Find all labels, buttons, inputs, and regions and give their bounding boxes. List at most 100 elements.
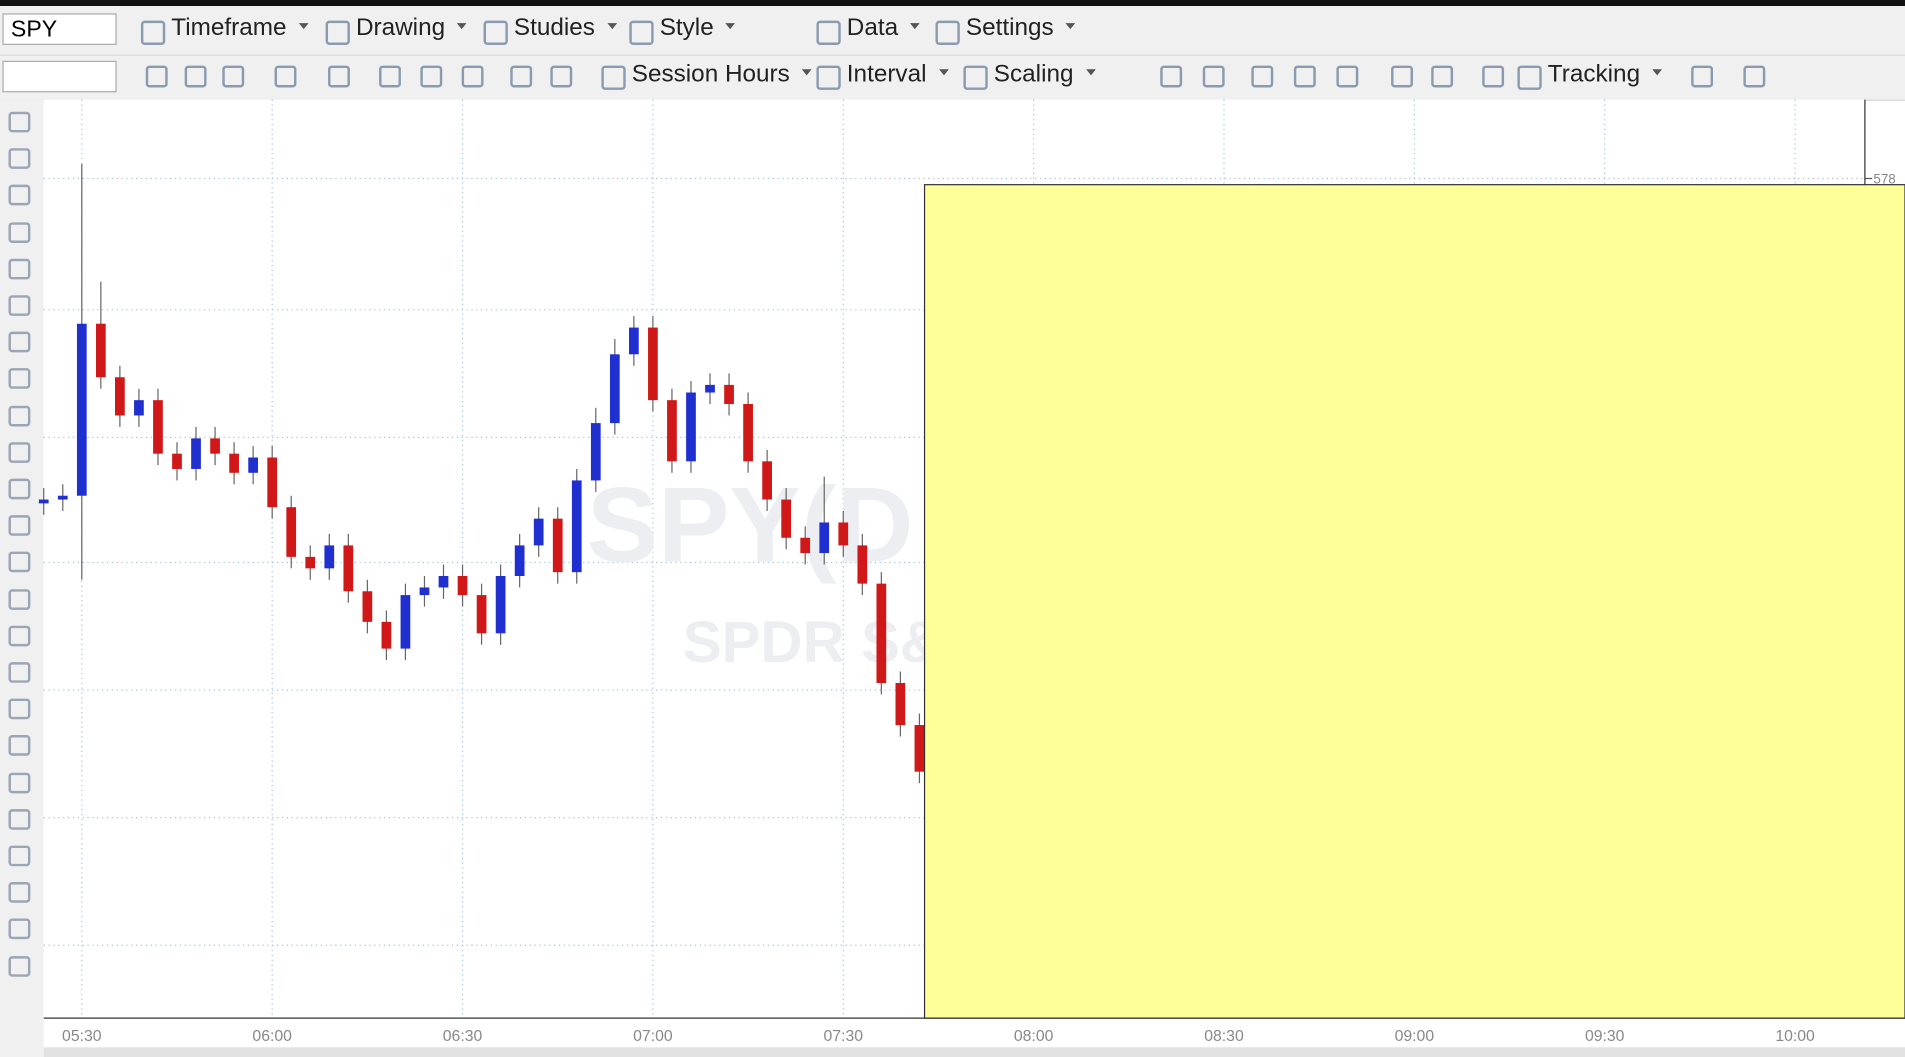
toolbar-icon[interactable] <box>1431 65 1454 88</box>
candle-body <box>743 403 753 462</box>
toolbar-icon[interactable] <box>274 65 297 88</box>
candle-body <box>400 595 411 649</box>
toolbar-icon[interactable] <box>1160 65 1183 88</box>
toolbar-icon <box>483 20 508 45</box>
candle-body <box>838 522 849 546</box>
tool-icon[interactable] <box>8 331 31 353</box>
toolbar-button[interactable]: Interval <box>847 61 949 89</box>
toolbar-icon[interactable] <box>420 65 443 88</box>
tool-icon[interactable] <box>8 185 31 206</box>
candle-body <box>514 545 525 576</box>
quote-field: Lo=565.63 <box>1054 102 1131 121</box>
tool-icon[interactable] <box>8 625 31 647</box>
toolbar-button[interactable]: Studies <box>514 15 617 43</box>
candle-body <box>95 323 106 378</box>
toolbar-icon[interactable] <box>184 65 207 88</box>
tool-icon[interactable] <box>8 735 31 757</box>
overlay-panel <box>923 184 1905 1019</box>
tool-icon[interactable] <box>8 808 31 830</box>
candle-body <box>686 392 696 462</box>
quote-field: -2.47 <box>308 102 345 121</box>
toolbar-icon[interactable] <box>1391 65 1413 88</box>
quote-field: B=570.24 <box>592 102 662 121</box>
tool-icon[interactable] <box>8 772 31 793</box>
tool-icon[interactable] <box>8 221 31 243</box>
tool-icon[interactable] <box>8 588 31 610</box>
x-tick-label: 06:30 <box>443 1028 483 1045</box>
tool-icon[interactable] <box>8 148 31 170</box>
candle-body <box>286 507 297 557</box>
tool-icon[interactable] <box>8 111 31 133</box>
candle-body <box>115 377 125 416</box>
candle-body <box>76 323 87 496</box>
toolbar-icon[interactable] <box>1251 65 1274 88</box>
candle-body <box>552 518 563 573</box>
toolbar-button[interactable]: Scaling <box>994 61 1096 89</box>
candle-body <box>819 522 830 554</box>
candle-body <box>781 499 792 538</box>
candle-body <box>800 537 811 554</box>
tool-icon[interactable] <box>8 515 31 537</box>
toolbar-icon[interactable] <box>550 65 573 88</box>
toolbar-icon[interactable] <box>1202 65 1225 88</box>
toolbar-icon <box>935 20 960 45</box>
tool-icon[interactable] <box>8 478 31 500</box>
toolbar-icon[interactable] <box>1691 65 1714 88</box>
toolbar-icon[interactable] <box>1482 65 1505 88</box>
toolbar-button[interactable]: Settings <box>966 15 1076 43</box>
drawing-tools <box>0 99 44 1057</box>
candle-body <box>438 575 449 588</box>
toolbar-icon[interactable] <box>1293 65 1316 88</box>
tool-icon[interactable] <box>8 258 31 280</box>
toolbar-button[interactable]: Timeframe <box>171 15 308 43</box>
interval-box[interactable] <box>2 60 117 93</box>
candle-body <box>667 400 677 462</box>
tool-icon[interactable] <box>8 845 31 867</box>
candle-body <box>914 725 925 772</box>
candle-body <box>210 438 220 454</box>
toolbar-icon[interactable] <box>461 65 484 88</box>
candle-body <box>343 545 354 592</box>
tool-icon[interactable] <box>8 405 31 426</box>
tool-icon[interactable] <box>8 368 31 390</box>
tool-icon[interactable] <box>8 662 31 683</box>
candle-body <box>57 495 68 500</box>
toolbar-button[interactable]: Session Hours <box>632 61 812 89</box>
tool-icon[interactable] <box>8 698 31 720</box>
toolbar-icon <box>629 20 654 45</box>
toolbar-icon[interactable] <box>1743 65 1766 88</box>
toolbar-icon[interactable] <box>1336 65 1359 88</box>
toolbar-icon[interactable] <box>145 65 168 88</box>
toolbar-icon <box>325 20 350 45</box>
candle-body <box>648 327 658 401</box>
candle-body <box>476 595 487 634</box>
x-tick-label: 07:00 <box>633 1028 673 1045</box>
tool-icon[interactable] <box>8 882 31 903</box>
x-tick-label: 08:00 <box>1014 1028 1054 1045</box>
toolbar-icon <box>963 65 988 90</box>
symbol-box[interactable]: SPY <box>2 13 117 45</box>
quote-field: -0.43% <box>355 102 406 121</box>
toolbar-icon[interactable] <box>379 65 401 88</box>
toolbar-icon <box>601 65 626 90</box>
tool-icon[interactable] <box>8 441 31 463</box>
tool-icon[interactable] <box>8 918 31 940</box>
candle-body <box>324 545 335 569</box>
x-tick-label: 10:00 <box>1775 1028 1815 1045</box>
toolbar-icon <box>140 20 166 45</box>
toolbar-icon[interactable] <box>510 65 533 88</box>
candle-body <box>153 400 163 454</box>
toolbar-button[interactable]: Drawing <box>356 15 467 43</box>
candle-body <box>629 327 639 355</box>
toolbar-button[interactable]: Tracking <box>1548 61 1662 89</box>
toolbar-icon[interactable] <box>222 65 245 88</box>
watermark-name: SPDR S& <box>683 610 942 675</box>
toolbar-icon[interactable] <box>328 65 350 88</box>
tool-icon[interactable] <box>8 955 31 977</box>
toolbar-button[interactable]: Style <box>660 15 736 43</box>
toolbar-button[interactable]: Data <box>847 15 920 43</box>
candle-body <box>134 400 144 416</box>
tool-icon[interactable] <box>8 552 31 573</box>
tool-icon[interactable] <box>8 295 31 316</box>
